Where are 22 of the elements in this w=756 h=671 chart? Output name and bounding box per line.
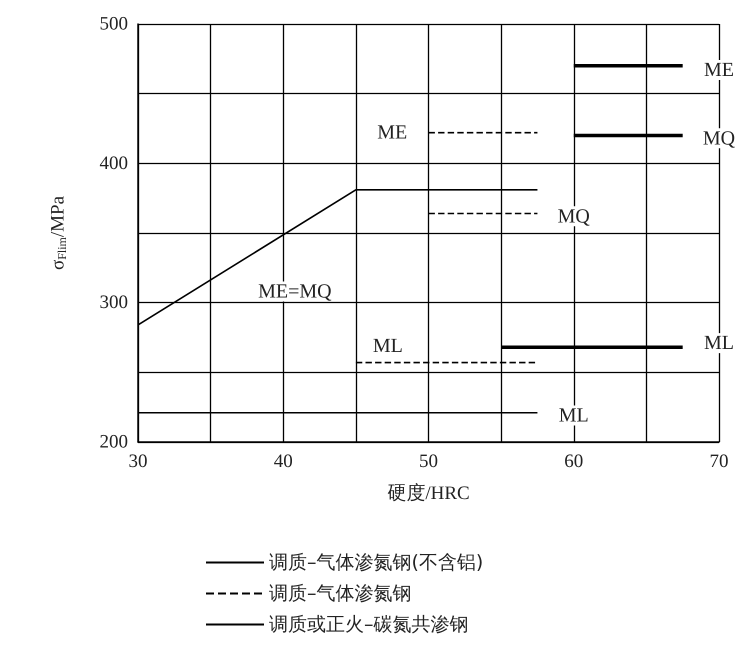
- annotation: ME=MQ: [258, 280, 332, 303]
- annotation: ME: [377, 122, 408, 144]
- y-axis-title: σFlim/MPa: [48, 195, 69, 270]
- annotation: ML: [558, 404, 589, 427]
- legend-label: 调质或正火–碳氮共渗钢: [269, 614, 468, 636]
- y-tick-label: 200: [100, 432, 128, 452]
- annotation: ML: [372, 334, 403, 357]
- x-tick-label: 30: [128, 451, 148, 472]
- x-tick-label: 50: [419, 451, 438, 472]
- annotation: ME: [704, 58, 734, 81]
- x-axis-title: 硬度/HRC: [387, 482, 470, 504]
- annotation: ML: [704, 332, 734, 354]
- x-tick-label: 60: [564, 451, 584, 472]
- y-tick-label: 500: [100, 14, 128, 34]
- x-tick-label: 70: [710, 451, 728, 472]
- legend-label: 调质–气体渗氮钢: [269, 582, 412, 604]
- annotation: MQ: [558, 205, 590, 228]
- y-tick-label: 400: [100, 152, 128, 174]
- legend-label: 调质–气体渗氮钢(不含铝): [269, 552, 484, 574]
- y-tick-label: 300: [100, 292, 128, 314]
- x-tick-label: 40: [274, 451, 293, 472]
- annotation: MQ: [702, 127, 736, 150]
